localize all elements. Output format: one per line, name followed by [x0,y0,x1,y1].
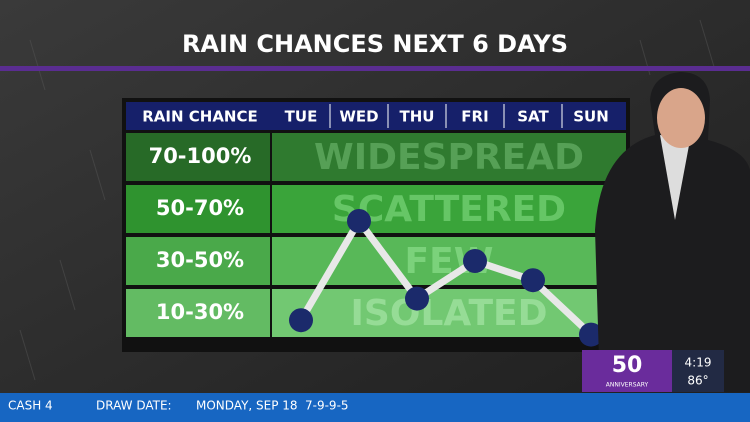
row-label-cell [126,185,270,233]
row-label: 70-100% [149,144,252,168]
ticker-text: DRAW DATE: [96,399,172,413]
chart-title: RAIN CHANCES NEXT 6 DAYS [182,30,568,58]
row-label: 10-30% [156,300,244,324]
clock-box [672,350,724,392]
presenter-shirt [660,135,690,220]
data-point [463,249,487,273]
row-header: RAIN CHANCE [142,108,258,126]
row-label-cell [126,133,270,181]
row-label-cell [126,289,270,337]
presenter [595,72,750,392]
data-point [405,286,429,311]
row-label: 50-70% [156,196,244,220]
row-label: 30-50% [156,248,244,272]
x-tick-label: WED [339,108,378,126]
row-word: SCATTERED [332,189,566,230]
clock-temperature: 86° [687,374,708,388]
header-row [126,102,626,130]
logo-number: 50 [612,353,643,378]
row-band [272,133,626,181]
x-tick-label: SAT [517,108,549,126]
x-tick-label: THU [400,108,435,126]
x-tick-label: SUN [573,108,609,126]
data-point [521,268,545,293]
ticker-text: MONDAY, SEP 18 [196,399,298,413]
data-point [579,322,603,347]
row-label-cell [126,237,270,285]
row-band [272,185,626,233]
title-stripe [0,66,750,71]
ticker-bar [0,393,750,422]
presenter-face [657,88,705,148]
ticker-text: CASH 4 [8,399,53,413]
data-point [347,209,371,233]
ticker-text: 7-9-9-5 [305,399,349,413]
logo-caption: ANNIVERSARY [606,382,649,389]
clock-time: 4:19 [685,356,712,370]
data-point [289,308,313,333]
trend-line [297,217,594,338]
row-word: ISOLATED [351,293,548,334]
logo-box [582,350,672,392]
x-tick-label: FRI [461,108,488,126]
plot: TUE WED THU FRI SAT SUN 70-100% WIDESPREAD 50-70… [126,104,626,347]
row-word: WIDESPREAD [314,137,584,178]
x-tick-label: TUE [285,108,318,126]
ticker: CASH 4 DRAW DATE: MONDAY, SEP 18 7-9-9-5 [8,399,349,413]
